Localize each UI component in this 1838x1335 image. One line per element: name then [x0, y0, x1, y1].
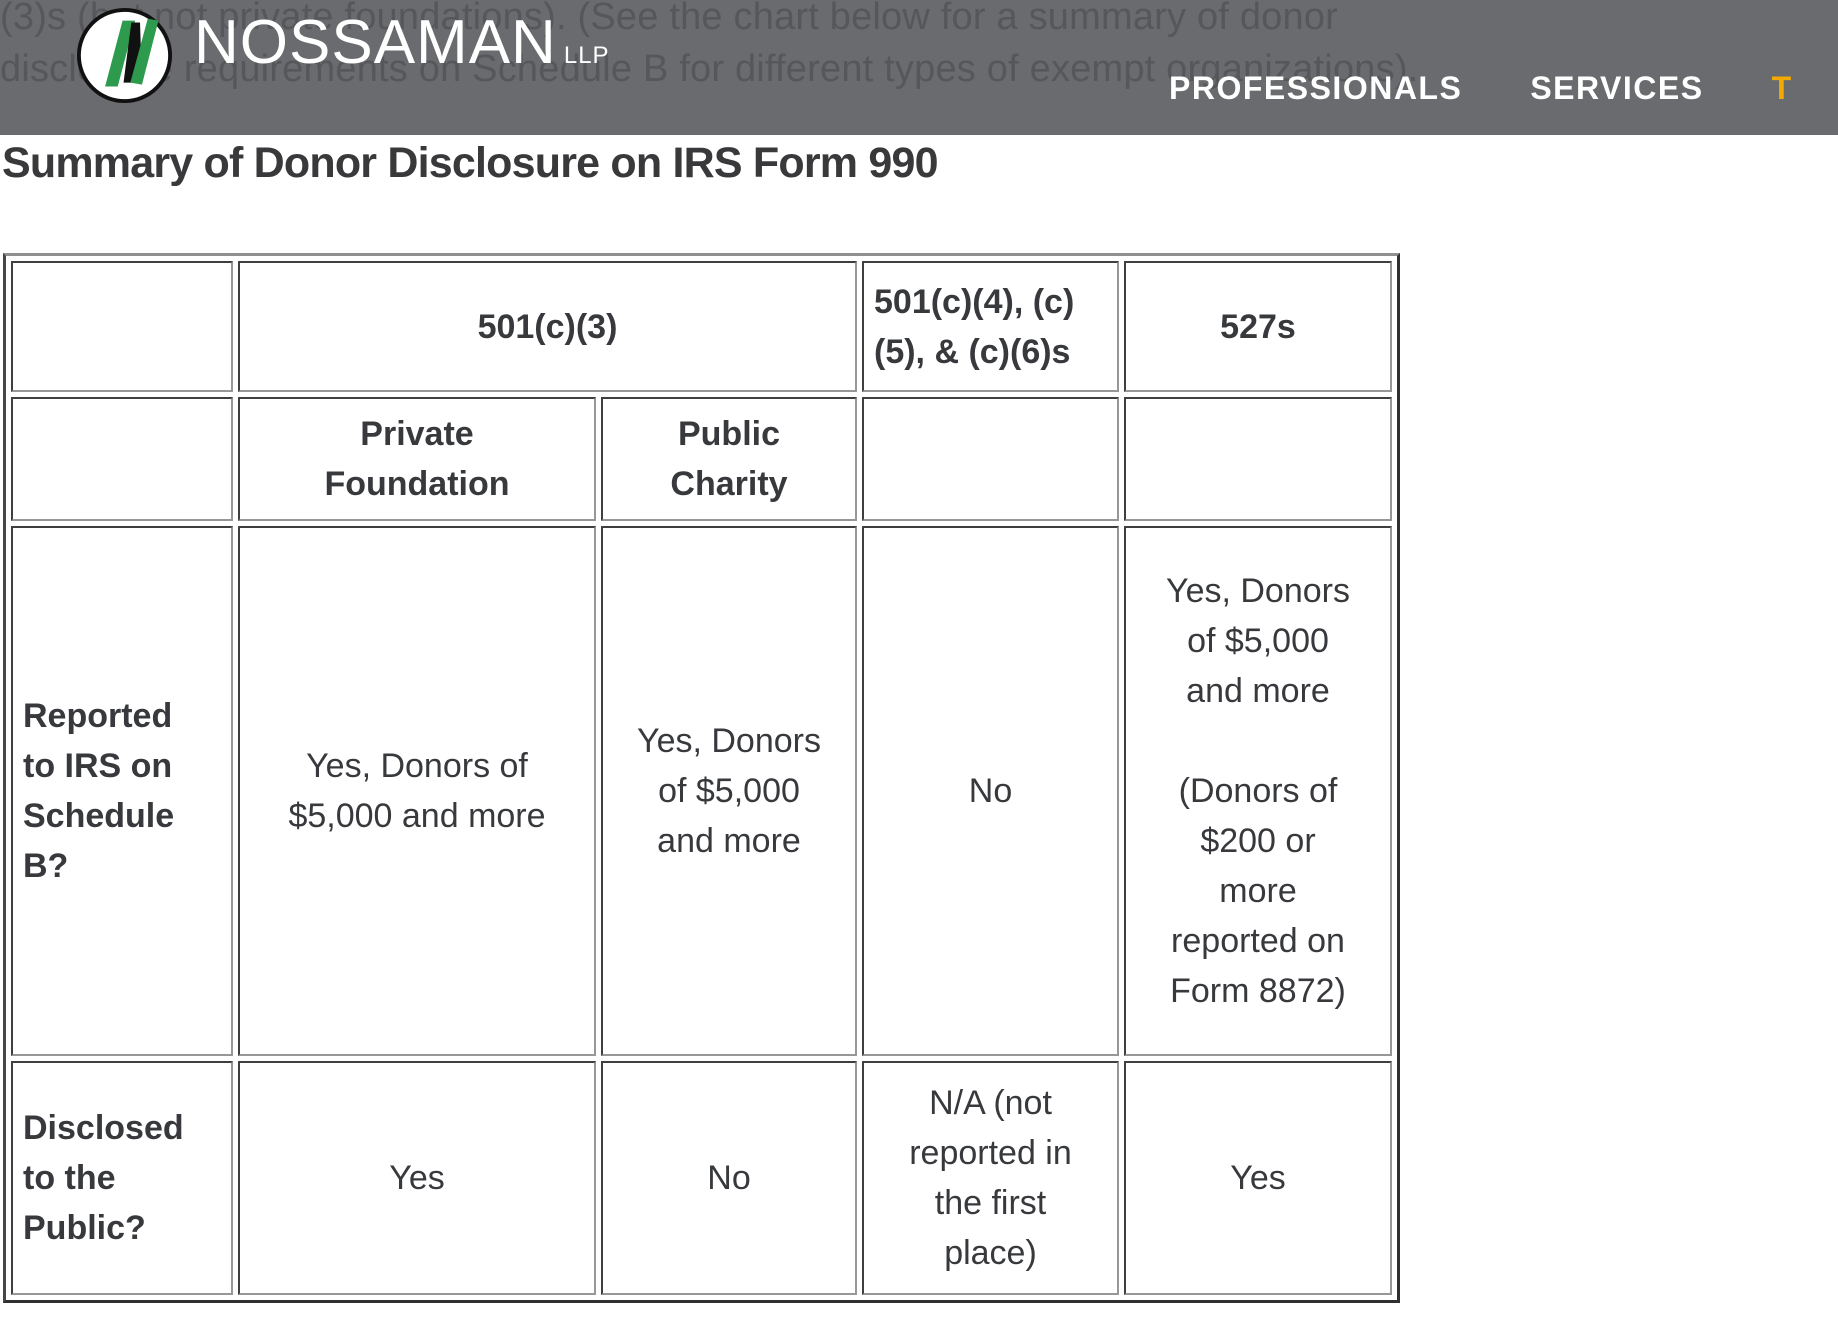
nav-professionals[interactable]: PROFESSIONALS [1169, 70, 1463, 106]
cell-corner-top [11, 261, 233, 392]
brand-suffix: LLP [563, 42, 610, 69]
site-header: (3)s (but not private foundations). (See… [0, 0, 1838, 135]
cell-501c3-group: 501(c)(3) [238, 261, 857, 392]
row-label-disclosed-to-public: Disclosed to the Public? [11, 1061, 233, 1295]
donor-disclosure-table: 501(c)(3) 501(c)(4), (c) (5), & (c)(6)s … [3, 253, 1400, 1303]
nav-services[interactable]: SERVICES [1530, 70, 1704, 106]
nossaman-logo-icon[interactable] [76, 7, 173, 104]
cell-public-charity-header: Public Charity [601, 397, 857, 521]
table-row-disclosed-to-public: Disclosed to the Public? Yes No N/A (not… [11, 1061, 1392, 1295]
cell-reported-501c456: No [862, 526, 1119, 1056]
cell-501c456-group: 501(c)(4), (c) (5), & (c)(6)s [862, 261, 1119, 392]
cell-disclosed-private-foundation: Yes [238, 1061, 596, 1295]
cell-corner-sub [11, 397, 233, 521]
table-header-row-subtypes: Private Foundation Public Charity [11, 397, 1392, 521]
cell-disclosed-501c456: N/A (not reported in the first place) [862, 1061, 1119, 1295]
cell-reported-private-foundation: Yes, Donors of $5,000 and more [238, 526, 596, 1056]
cell-527s-empty [1124, 397, 1392, 521]
obscured-paragraph: (3)s (but not private foundations). (See… [0, 0, 1419, 90]
page-title: Summary of Donor Disclosure on IRS Form … [2, 139, 939, 187]
brand-logo[interactable]: NOSSAMAN LLP [194, 10, 610, 75]
cell-reported-527s: Yes, Donors of $5,000 and more (Donors o… [1124, 526, 1392, 1056]
cell-reported-public-charity: Yes, Donors of $5,000 and more [601, 526, 857, 1056]
cell-disclosed-public-charity: No [601, 1061, 857, 1295]
main-nav: PROFESSIONALS SERVICES T [1169, 0, 1793, 135]
table-row-reported-to-irs: Reported to IRS on Schedule B? Yes, Dono… [11, 526, 1392, 1056]
nav-truncated-item[interactable]: T [1771, 70, 1793, 106]
row-label-reported-to-irs: Reported to IRS on Schedule B? [11, 526, 233, 1056]
cell-disclosed-527s: Yes [1124, 1061, 1392, 1295]
brand-name: NOSSAMAN [194, 8, 557, 77]
cell-private-foundation-header: Private Foundation [238, 397, 596, 521]
cell-501c456-empty [862, 397, 1119, 521]
table-header-row-groups: 501(c)(3) 501(c)(4), (c) (5), & (c)(6)s … [11, 261, 1392, 392]
cell-527s-group: 527s [1124, 261, 1392, 392]
